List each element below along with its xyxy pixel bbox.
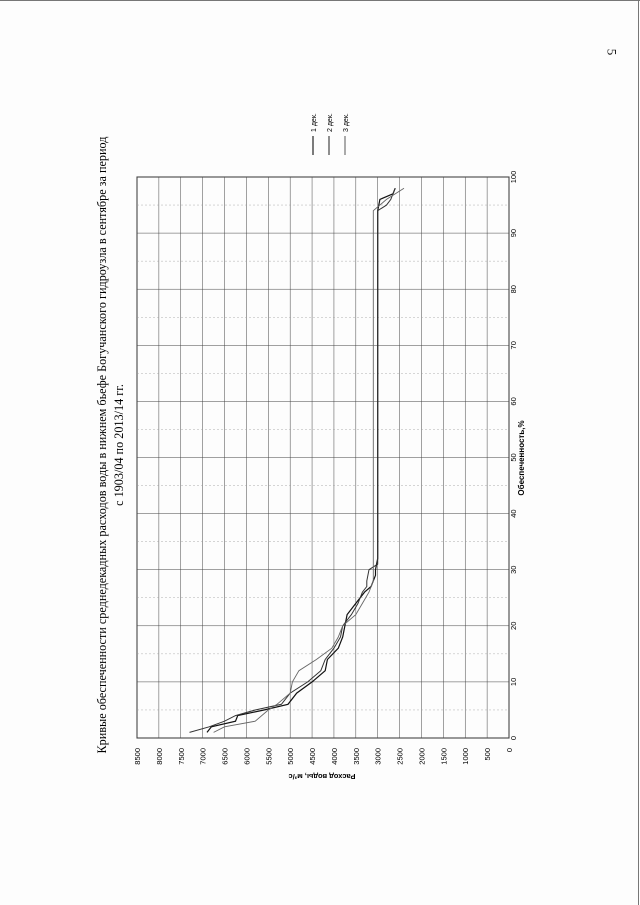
- grid: [136, 176, 510, 739]
- x-tick-label: 10: [509, 678, 518, 686]
- series-line-2: [189, 188, 396, 733]
- y-tick-label: 500: [483, 748, 492, 761]
- legend-label-2: 2 дек.: [327, 113, 334, 132]
- y-tick-label: 2500: [396, 748, 405, 765]
- y-axis-ticks: 0 500 1000 1500 2000 2500 3000 3500 4000 4500 5000…: [133, 748, 514, 765]
- y-tick-label: 7000: [199, 748, 208, 765]
- y-tick-label: 5000: [286, 748, 295, 765]
- x-tick-label: 70: [509, 341, 518, 349]
- page-border-right: [638, 0, 639, 905]
- y-tick-label: 6000: [242, 748, 251, 765]
- y-tick-label: 3000: [374, 748, 383, 765]
- legend-label-1: 1 дек.: [311, 113, 318, 132]
- x-tick-label: 90: [509, 229, 518, 237]
- series-line-3: [213, 187, 405, 733]
- y-tick-label: 5500: [264, 748, 273, 765]
- x-tick-label: 20: [509, 622, 518, 630]
- y-tick-label: 3500: [352, 748, 361, 765]
- page-border-top: [0, 0, 640, 1]
- legend-label-3: 3 дек.: [343, 113, 350, 132]
- x-tick-label: 60: [509, 397, 518, 405]
- y-tick-label: 4500: [308, 748, 317, 765]
- y-tick-label: 1500: [439, 748, 448, 765]
- y-tick-label: 6500: [221, 748, 230, 765]
- x-tick-label: 50: [509, 453, 518, 461]
- x-axis-ticks: 0 10 20 30 40 50 60 70 80 90 100: [509, 171, 518, 740]
- x-tick-label: 0: [509, 736, 518, 740]
- y-axis-label: Расход воды, м³/с: [288, 772, 355, 781]
- series-lines: [189, 187, 405, 733]
- x-tick-label: 30: [509, 566, 518, 574]
- y-tick-label: 4000: [330, 748, 339, 765]
- y-tick-label: 2000: [417, 748, 426, 765]
- y-tick-label: 8000: [155, 748, 164, 765]
- y-tick-label: 7500: [177, 748, 186, 765]
- legend: 1 дек. 2 дек. 3 дек.: [311, 113, 350, 155]
- x-tick-label: 100: [509, 171, 518, 184]
- y-tick-label: 8500: [133, 748, 142, 765]
- y-tick-label: 0: [505, 748, 514, 752]
- y-tick-label: 1000: [461, 748, 470, 765]
- series-line-1: [206, 187, 396, 733]
- chart-title-line2: с 1903/04 по 2013/14 гг.: [112, 384, 126, 506]
- x-tick-label: 40: [509, 509, 518, 517]
- chart-title-line1: Кривые обеспеченности среднедекадных рас…: [95, 137, 109, 754]
- x-axis-label: Обеспеченность,%: [517, 420, 526, 495]
- x-tick-label: 80: [509, 285, 518, 293]
